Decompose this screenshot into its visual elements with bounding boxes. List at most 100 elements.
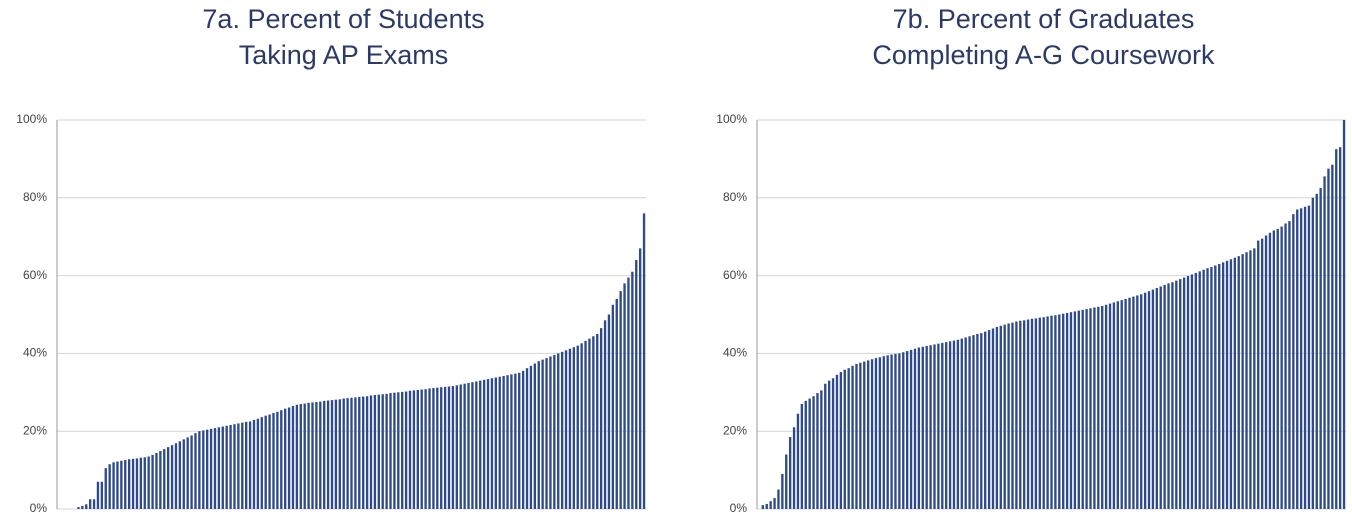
bar [490,378,494,509]
bar [1034,318,1038,509]
bar [233,424,236,509]
bar [198,431,201,509]
bar [420,389,423,509]
bar [1331,164,1334,510]
bar [252,419,256,509]
bar [1182,277,1186,509]
bar [401,391,404,509]
bar [808,398,811,509]
bar [194,433,197,509]
bar [1229,259,1233,509]
bar [303,403,306,509]
bar [245,421,248,509]
bar [964,337,967,509]
bar [186,437,189,509]
bar [584,340,587,509]
bar [866,360,870,509]
y-tick-label: 80% [723,190,747,204]
bar [1007,323,1010,509]
bar [217,427,221,509]
bar [937,343,940,509]
bar [929,345,932,509]
bar [514,373,517,509]
bar [440,387,443,509]
bar [1085,309,1088,509]
bar [362,396,365,509]
bar [471,382,474,509]
bar [765,503,768,509]
bar [1120,300,1123,509]
bar [1136,295,1139,509]
bar [424,389,427,509]
bar [502,375,505,509]
bar [377,394,380,509]
bar [1299,208,1303,510]
bar [139,457,143,509]
bar [948,341,952,509]
bar [159,451,162,509]
bar [404,391,408,509]
bar [1065,312,1069,509]
chart-title: Completing A-G Coursework [872,40,1215,70]
bar [1128,297,1131,509]
bar [1186,275,1190,509]
bar [178,441,182,509]
bar [980,333,983,509]
bar [960,338,963,509]
bar [1112,302,1116,509]
bar [1050,315,1053,509]
bar [1062,313,1065,509]
bar [878,357,882,509]
bar [1026,319,1030,509]
y-tick-label: 80% [23,190,47,204]
bar [1167,283,1170,509]
bar [564,350,568,509]
bar [1042,317,1045,509]
bar [248,421,252,509]
bar [354,397,357,509]
bar [447,386,451,509]
bar [385,393,388,509]
bar [521,370,525,509]
bar [1116,301,1119,509]
bar [1221,262,1225,509]
bar [287,407,291,509]
bar [1089,308,1092,509]
bar [592,336,595,509]
bar [596,333,599,509]
bar [393,392,396,509]
bar [334,399,338,509]
bar [346,398,349,509]
bar [408,390,412,509]
bar [291,405,295,509]
bar [85,504,88,509]
bar [835,374,839,509]
y-tick-label: 100% [716,112,747,126]
bar [1284,223,1287,509]
bar [151,454,154,509]
bar [319,401,322,509]
bar [796,413,800,509]
bar [607,314,611,509]
bar [635,260,638,509]
bar [1132,296,1135,509]
bar [77,507,80,509]
bar [572,347,576,509]
bar [1011,322,1014,509]
bar [1225,260,1229,509]
bar [1019,320,1022,509]
bar [1179,279,1182,509]
bar [545,358,548,509]
bar [560,351,564,509]
bar [1257,240,1260,509]
bar [1241,254,1244,509]
bar [956,339,960,509]
bar [1237,256,1240,509]
bar [1296,209,1299,509]
bar [1151,289,1155,509]
bar [847,368,850,509]
bar [1292,214,1295,509]
bar [1264,235,1268,509]
y-tick-label: 40% [23,346,47,360]
